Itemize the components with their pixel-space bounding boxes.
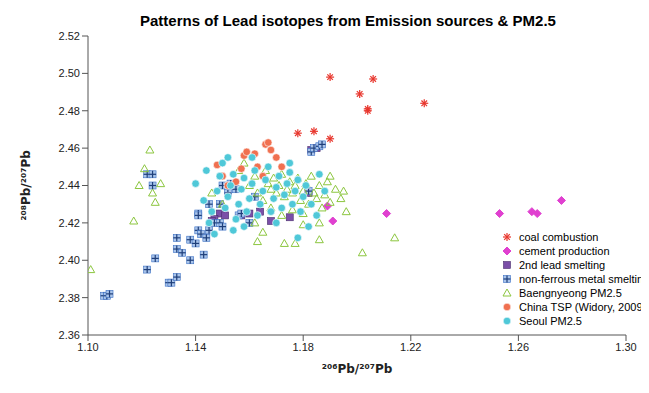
html-text:Patterns of Lead isotopes from: Patterns of Lead isotopes from Emission … xyxy=(140,12,556,29)
html-text:non-ferrous metal smelting: non-ferrous metal smelting xyxy=(519,273,649,285)
svg-text:2.40: 2.40 xyxy=(59,254,80,266)
html-text:Seoul PM2.5: Seoul PM2.5 xyxy=(519,315,582,327)
svg-text:2.38: 2.38 xyxy=(59,292,80,304)
html-text:coal combustion: coal combustion xyxy=(519,231,599,243)
svg-text:²⁰⁶Pb/²⁰⁷Pb: ²⁰⁶Pb/²⁰⁷Pb xyxy=(322,362,393,376)
svg-text:2.44: 2.44 xyxy=(59,179,80,191)
html-text:cement production: cement production xyxy=(519,245,610,257)
svg-text:2.46: 2.46 xyxy=(59,142,80,154)
html-text:China TSP (Widory, 2009): China TSP (Widory, 2009) xyxy=(519,301,647,313)
svg-text:1.22: 1.22 xyxy=(400,341,421,353)
svg-text:1.14: 1.14 xyxy=(185,341,206,353)
svg-text:2.50: 2.50 xyxy=(59,67,80,79)
svg-text:2.48: 2.48 xyxy=(59,105,80,117)
svg-text:1.26: 1.26 xyxy=(508,341,529,353)
svg-text:2.36: 2.36 xyxy=(59,329,80,341)
svg-text:1.30: 1.30 xyxy=(615,341,636,353)
html-text:Baengnyeong PM2.5: Baengnyeong PM2.5 xyxy=(519,287,622,299)
svg-text:1.10: 1.10 xyxy=(77,341,98,353)
html-text:2nd lead smelting: 2nd lead smelting xyxy=(519,259,606,271)
svg-text:²⁰⁸Pb/²⁰⁷Pb: ²⁰⁸Pb/²⁰⁷Pb xyxy=(19,150,33,221)
svg-text:1.18: 1.18 xyxy=(292,341,313,353)
svg-text:2.42: 2.42 xyxy=(59,217,80,229)
svg-text:2.52: 2.52 xyxy=(59,30,80,42)
